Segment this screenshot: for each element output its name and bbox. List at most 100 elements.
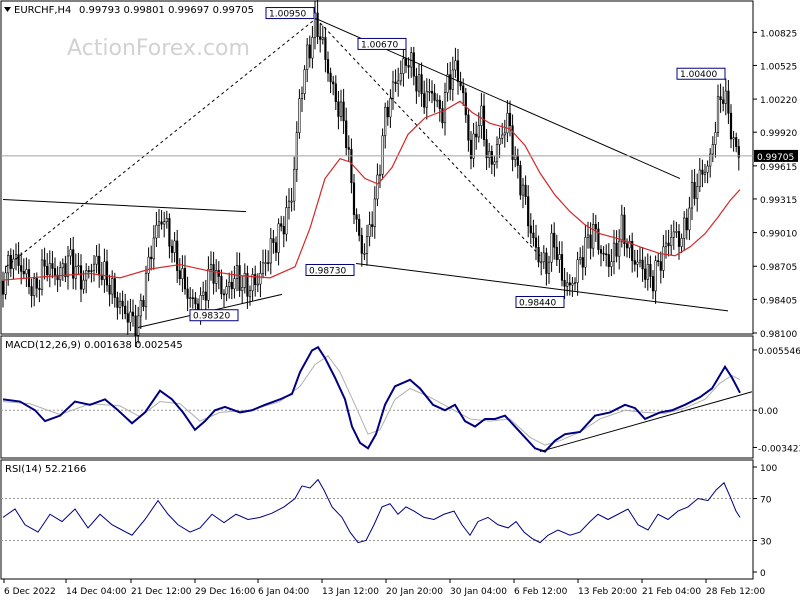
price-tick-label: 0.98100 bbox=[760, 330, 797, 340]
candle-body bbox=[701, 169, 704, 175]
candle-body bbox=[35, 278, 38, 289]
price-tick-label: 0.98405 bbox=[760, 296, 797, 306]
macd-tick-label: 0.00 bbox=[758, 407, 778, 417]
candle-body bbox=[85, 270, 88, 281]
candle-body bbox=[589, 234, 592, 249]
candle-body bbox=[508, 112, 512, 127]
candle-body bbox=[425, 91, 428, 108]
candle-body bbox=[129, 311, 132, 323]
rsi-tick-label: 0 bbox=[760, 569, 766, 579]
candle-body bbox=[368, 224, 371, 237]
candle-body bbox=[137, 315, 140, 336]
candle-body bbox=[241, 287, 244, 291]
candle-body bbox=[586, 234, 590, 238]
candle-body bbox=[402, 58, 405, 74]
candle-body bbox=[277, 223, 280, 253]
candle-body bbox=[118, 300, 122, 308]
trendline bbox=[2, 198, 247, 213]
candle-body bbox=[729, 112, 733, 140]
candle-body bbox=[72, 249, 75, 279]
current-price-marker bbox=[754, 149, 798, 162]
candle-body bbox=[87, 270, 90, 272]
rsi-tick-label: 100 bbox=[760, 464, 777, 474]
candle-body bbox=[451, 69, 454, 90]
candle-body bbox=[225, 286, 228, 295]
price-annotation-box bbox=[676, 67, 726, 80]
candle-body bbox=[735, 137, 738, 147]
candle-body bbox=[672, 231, 675, 238]
candle-body bbox=[493, 161, 496, 165]
candle-body bbox=[355, 214, 358, 220]
price-annotation-box bbox=[357, 37, 407, 50]
macd-line bbox=[2, 345, 741, 453]
candle-body bbox=[428, 91, 431, 93]
dashed-trendline bbox=[315, 18, 541, 257]
candle-body bbox=[467, 114, 470, 141]
candle-body bbox=[183, 268, 187, 290]
candle-body bbox=[620, 214, 623, 242]
candle-body bbox=[209, 264, 213, 270]
candle-body bbox=[391, 81, 395, 99]
candle-body bbox=[579, 257, 582, 261]
candle-body bbox=[563, 279, 566, 287]
candle-body bbox=[654, 260, 657, 292]
candle-body bbox=[547, 261, 551, 274]
dropdown-triangle-icon[interactable] bbox=[4, 7, 11, 12]
candle-body bbox=[607, 254, 610, 267]
candle-body bbox=[441, 108, 444, 124]
candle-body bbox=[456, 60, 460, 82]
candle-body bbox=[680, 237, 683, 247]
candle-body bbox=[373, 198, 376, 227]
price-annotation-box bbox=[265, 7, 315, 20]
candle-body bbox=[659, 261, 662, 271]
candle-body bbox=[155, 224, 158, 239]
candle-body bbox=[40, 259, 44, 290]
candle-body bbox=[469, 139, 473, 159]
candle-body bbox=[181, 268, 184, 279]
candle-body bbox=[152, 237, 155, 260]
candle-body bbox=[542, 252, 545, 263]
candle-body bbox=[605, 253, 608, 256]
candle-body bbox=[420, 74, 423, 94]
candle-body bbox=[454, 60, 457, 71]
candle-body bbox=[501, 134, 504, 139]
candle-body bbox=[251, 274, 254, 292]
candle-body bbox=[168, 218, 171, 247]
x-tick-label: 13 Jan 12:00 bbox=[322, 587, 379, 597]
candle-body bbox=[306, 44, 309, 70]
candle-body bbox=[116, 297, 119, 308]
candle-body bbox=[670, 236, 673, 247]
candle-body bbox=[254, 274, 257, 285]
x-tick-label: 29 Dec 16:00 bbox=[195, 587, 256, 597]
candle-body bbox=[610, 261, 613, 267]
candle-body bbox=[12, 258, 15, 269]
candle-body bbox=[646, 264, 649, 280]
candle-body bbox=[165, 218, 168, 223]
candle-body bbox=[363, 253, 366, 255]
symbol-label: EURCHF,H4 bbox=[14, 5, 71, 16]
candle-body bbox=[433, 92, 436, 101]
candle-body bbox=[685, 217, 688, 231]
candle-body bbox=[345, 120, 348, 148]
price-tick-label: 0.98705 bbox=[760, 263, 797, 273]
candle-body bbox=[77, 265, 80, 268]
candle-body bbox=[246, 273, 249, 297]
candle-body bbox=[706, 165, 709, 173]
price-annotation-label: 0.98320 bbox=[193, 312, 230, 322]
candle-body bbox=[599, 249, 603, 254]
macd-label: MACD(12,26,9) 0.001638 0.002545 bbox=[5, 340, 183, 351]
candle-body bbox=[235, 265, 239, 279]
candle-body bbox=[287, 200, 291, 208]
candle-body bbox=[46, 265, 49, 276]
price-annotation-label: 1.00400 bbox=[680, 70, 717, 80]
watermark: ActionForex.com bbox=[67, 36, 250, 61]
candle-body bbox=[485, 139, 488, 159]
candle-body bbox=[316, 12, 319, 37]
candle-body bbox=[722, 99, 725, 104]
candle-body bbox=[417, 74, 421, 92]
price-annotation-box bbox=[305, 263, 355, 276]
candle-body bbox=[631, 241, 634, 261]
candle-body bbox=[625, 243, 629, 249]
candle-body bbox=[124, 305, 127, 314]
